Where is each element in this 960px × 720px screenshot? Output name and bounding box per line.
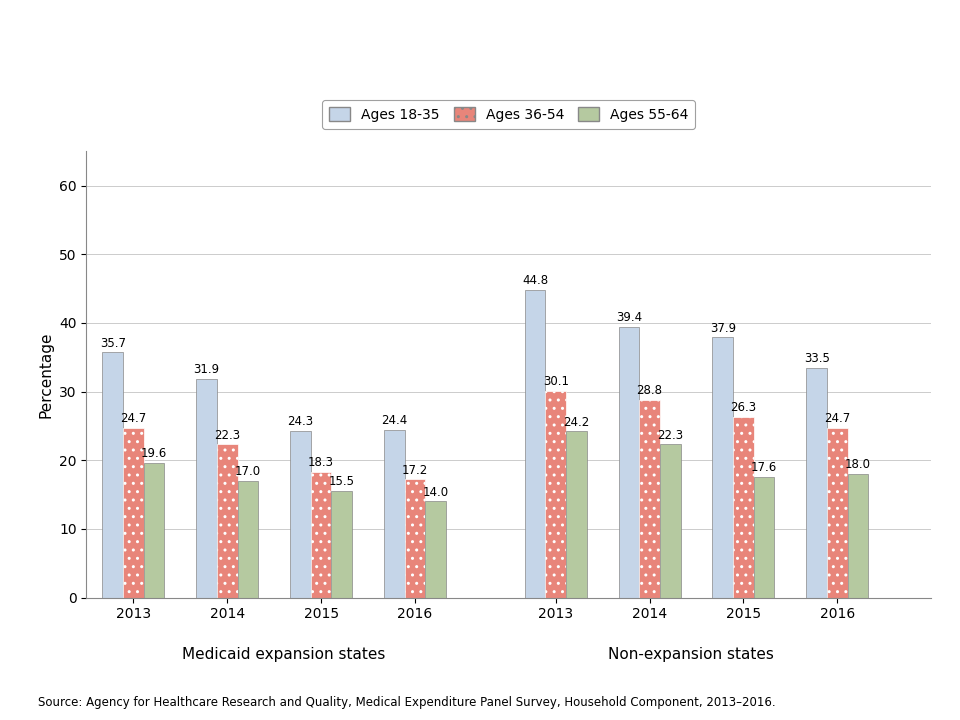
Bar: [733, 417, 754, 598]
Bar: [404, 480, 425, 598]
Text: 22.3: 22.3: [214, 428, 240, 441]
Text: 30.1: 30.1: [542, 375, 568, 388]
Text: Figure 7. Percentage of non-elderly adults, ages 18–64, who
were ever uninsured : Figure 7. Percentage of non-elderly adul…: [58, 22, 768, 102]
Bar: [425, 501, 445, 598]
Bar: [660, 444, 681, 598]
Text: 35.7: 35.7: [100, 337, 126, 350]
Bar: [331, 491, 352, 598]
Text: Source: Agency for Healthcare Research and Quality, Medical Expenditure Panel Su: Source: Agency for Healthcare Research a…: [38, 696, 776, 708]
Y-axis label: Percentage: Percentage: [38, 331, 54, 418]
Text: 44.8: 44.8: [522, 274, 548, 287]
Bar: [103, 352, 123, 598]
Bar: [144, 463, 164, 598]
Bar: [806, 367, 827, 598]
Bar: [545, 391, 566, 598]
Text: 24.7: 24.7: [825, 413, 851, 426]
Bar: [848, 474, 868, 598]
Text: 26.3: 26.3: [731, 401, 756, 414]
Bar: [754, 477, 775, 598]
Text: Non-expansion states: Non-expansion states: [609, 647, 774, 662]
Text: 17.6: 17.6: [751, 461, 778, 474]
Bar: [217, 444, 237, 598]
Bar: [290, 431, 311, 598]
Legend: Ages 18-35, Ages 36-54, Ages 55-64: Ages 18-35, Ages 36-54, Ages 55-64: [323, 100, 695, 129]
Bar: [618, 327, 639, 598]
Text: 24.7: 24.7: [120, 413, 147, 426]
Bar: [311, 472, 331, 598]
Bar: [237, 481, 258, 598]
Text: 22.3: 22.3: [658, 428, 684, 441]
Text: Medicaid expansion states: Medicaid expansion states: [181, 647, 385, 662]
Text: 24.2: 24.2: [564, 415, 589, 428]
Bar: [827, 428, 848, 598]
Text: 31.9: 31.9: [194, 363, 220, 376]
Text: 14.0: 14.0: [422, 486, 448, 499]
Text: 24.3: 24.3: [287, 415, 314, 428]
Text: 24.4: 24.4: [381, 414, 407, 427]
Text: 37.9: 37.9: [709, 322, 736, 335]
Text: 17.0: 17.0: [235, 465, 261, 478]
Text: 19.6: 19.6: [141, 447, 167, 460]
Text: 18.3: 18.3: [308, 456, 334, 469]
Bar: [639, 400, 660, 598]
Text: 28.8: 28.8: [636, 384, 662, 397]
Text: 18.0: 18.0: [845, 458, 871, 471]
Bar: [712, 337, 733, 598]
Text: 39.4: 39.4: [616, 311, 642, 324]
Bar: [525, 290, 545, 598]
Text: 33.5: 33.5: [804, 352, 829, 365]
Text: 15.5: 15.5: [328, 475, 354, 488]
Bar: [566, 431, 587, 598]
Bar: [196, 379, 217, 598]
Bar: [384, 430, 404, 598]
Text: 17.2: 17.2: [402, 464, 428, 477]
Bar: [123, 428, 144, 598]
